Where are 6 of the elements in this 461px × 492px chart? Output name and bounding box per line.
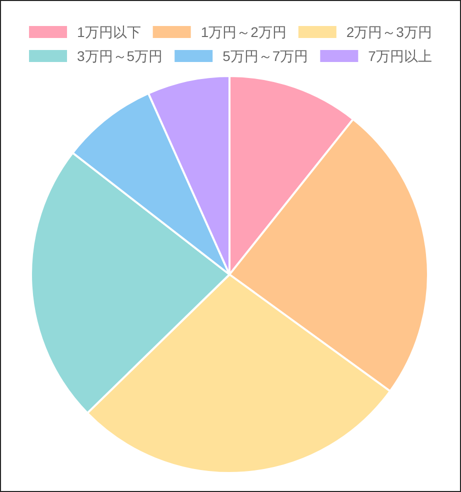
legend-label: 7万円以上: [368, 48, 432, 64]
legend-label: 1万円以下: [77, 24, 141, 40]
legend-label: 1万円～2万円: [200, 24, 286, 40]
legend-label: 3万円～5万円: [77, 48, 163, 64]
legend-label: 5万円～7万円: [222, 48, 308, 64]
legend-label: 2万円～3万円: [346, 24, 432, 40]
